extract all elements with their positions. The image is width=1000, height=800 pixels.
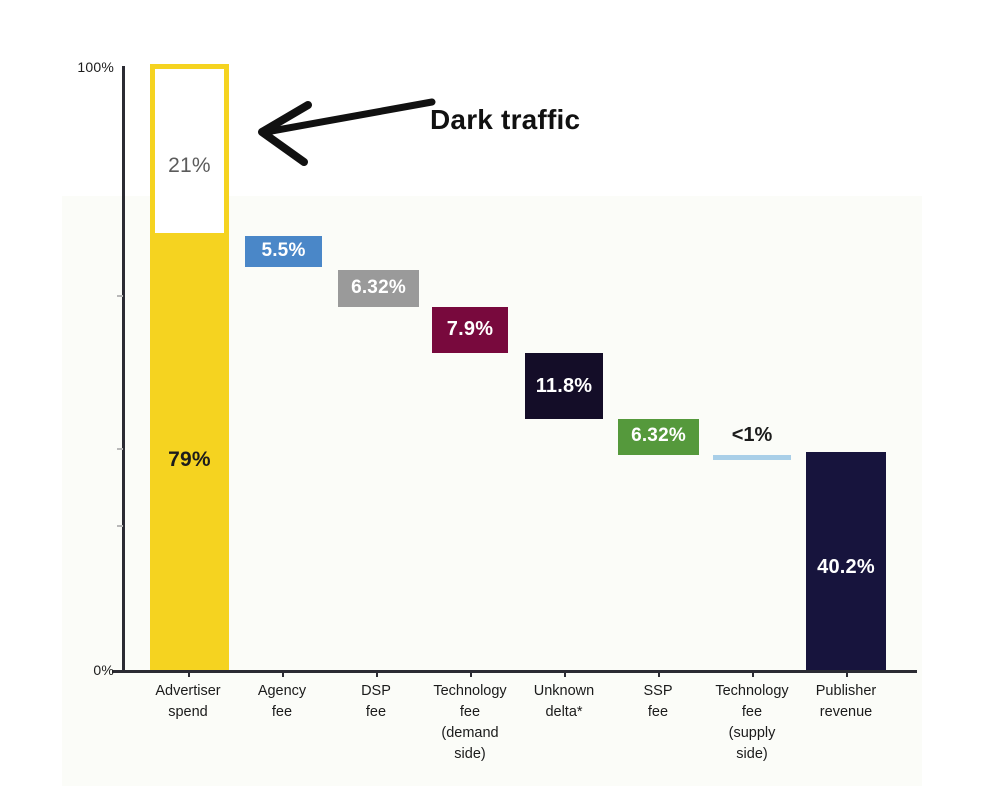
bar-advertiser-spend[interactable]: 79% [150, 236, 229, 670]
x-axis-label-unknown-delta: Unknown delta* [533, 683, 595, 720]
bar-dsp-fee[interactable]: 6.32% [338, 270, 419, 307]
x-axis-label-advertiser-spend: Advertiser spend [155, 683, 221, 720]
bar-technology-fee-supply-side[interactable] [713, 455, 791, 460]
x-axis-label-publisher-revenue: Publisher revenue [815, 683, 877, 720]
x-axis-label-technology-fee-supply-side: Technology fee (supply side) [715, 683, 789, 762]
bar-value-technology-fee-supply-side: <1% [731, 424, 773, 446]
x-axis-label-agency-fee: Agency fee [257, 683, 307, 720]
y-axis-label-100: 100% [77, 59, 114, 75]
dark-traffic-annotation-label: Dark traffic [430, 104, 581, 135]
bar-agency-fee[interactable]: 5.5% [245, 236, 322, 267]
x-axis-tick [188, 670, 190, 677]
bar-value-publisher-revenue: 40.2% [817, 556, 875, 578]
bar-value-dsp-fee: 6.32% [351, 277, 406, 298]
x-axis-tick [752, 670, 754, 677]
bar-value-agency-fee: 5.5% [261, 240, 306, 261]
bar-dark-traffic-segment[interactable]: 21% [150, 64, 229, 238]
x-axis-tick [376, 670, 378, 677]
x-axis-tick [658, 670, 660, 677]
x-axis-label-dsp-fee: DSP fee [361, 683, 391, 720]
x-axis-label-ssp-fee: SSP fee [643, 683, 673, 720]
bar-value-ssp-fee: 6.32% [631, 425, 686, 446]
bar-publisher-revenue[interactable]: 40.2% [806, 452, 886, 670]
y-axis-label-0: 0% [93, 662, 114, 678]
bar-ssp-fee[interactable]: 6.32% [618, 419, 699, 455]
bar-technology-fee-demand-side[interactable]: 7.9% [432, 307, 508, 353]
x-axis-label-technology-fee-demand-side: Technology fee (demand side) [433, 683, 507, 762]
y-axis-minor-tick [117, 448, 123, 450]
x-axis-tick [564, 670, 566, 677]
bar-value-technology-fee-demand-side: 7.9% [446, 318, 494, 340]
x-axis-tick [470, 670, 472, 677]
x-axis-line [112, 670, 917, 673]
bar-value-unknown-delta: 11.8% [535, 375, 593, 397]
y-axis-line [122, 66, 125, 672]
dark-traffic-arrow-icon [258, 98, 436, 166]
x-axis-tick [846, 670, 848, 677]
bar-value-advertiser-spend: 79% [168, 448, 211, 471]
y-axis-minor-tick [117, 295, 123, 297]
x-axis-tick [282, 670, 284, 677]
bar-value-dark-traffic: 21% [168, 154, 211, 177]
y-axis-minor-tick [117, 525, 123, 527]
bar-unknown-delta[interactable]: 11.8% [525, 353, 603, 419]
